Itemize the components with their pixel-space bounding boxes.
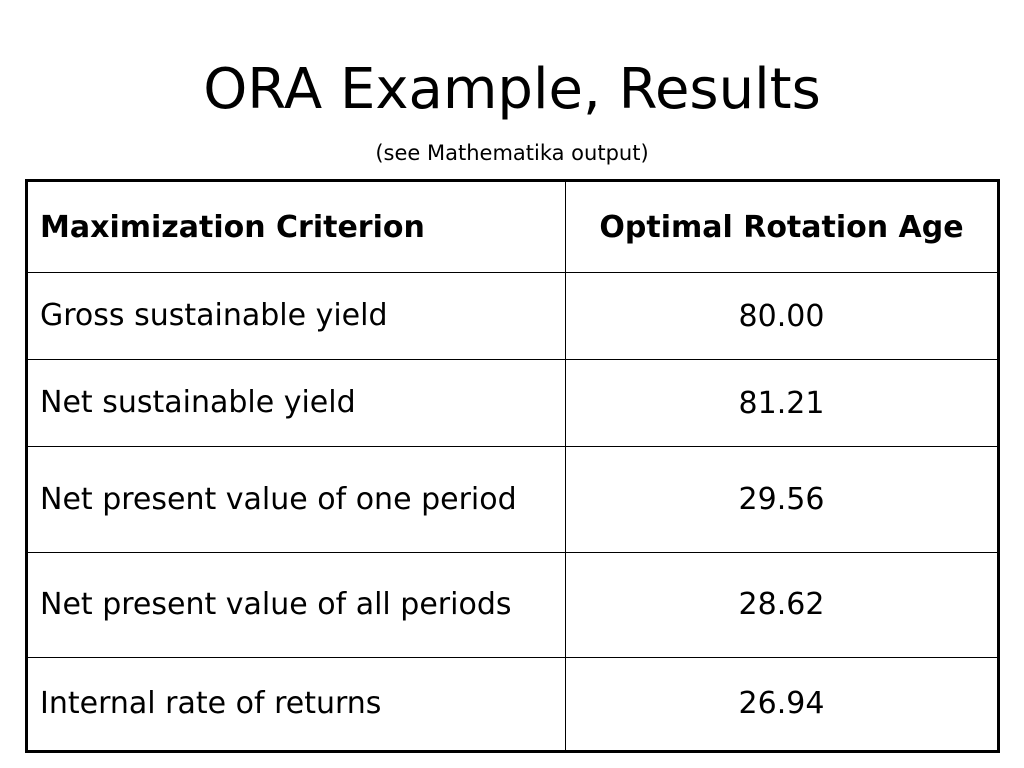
table-row: Gross sustainable yield 80.00 [26,272,999,361]
column-header: Optimal Rotation Age [565,179,999,274]
slide-subtitle: (see Mathematika output) [375,141,649,165]
results-table: Maximization Criterion Optimal Rotation … [25,179,1000,753]
criterion-cell: Net present value of one period [26,446,566,553]
criterion-cell: Gross sustainable yield [26,272,566,361]
table-row: Internal rate of returns 26.94 [26,656,999,753]
age-cell: 28.62 [565,551,999,658]
criterion-cell: Net sustainable yield [26,359,566,448]
table-row: Net present value of one period 29.56 [26,446,999,553]
age-cell: 26.94 [565,656,999,753]
column-header: Maximization Criterion [26,179,566,274]
cell-text: Internal rate of returns [40,685,382,721]
table-row: Net sustainable yield 81.21 [26,359,999,448]
age-cell: 80.00 [565,272,999,361]
cell-text: Net present value of all periods [40,586,512,622]
slide-title: ORA Example, Results [203,57,821,122]
cell-text: Net present value of one period [40,481,517,517]
age-cell: 29.56 [565,446,999,553]
table-row: Net present value of all periods 28.62 [26,551,999,658]
cell-text: Net sustainable yield [40,385,356,421]
cell-text: Gross sustainable yield [40,298,388,334]
criterion-cell: Net present value of all periods [26,551,566,658]
header-row: Maximization Criterion Optimal Rotation … [26,179,999,274]
age-cell: 81.21 [565,359,999,448]
criterion-cell: Internal rate of returns [26,656,566,753]
